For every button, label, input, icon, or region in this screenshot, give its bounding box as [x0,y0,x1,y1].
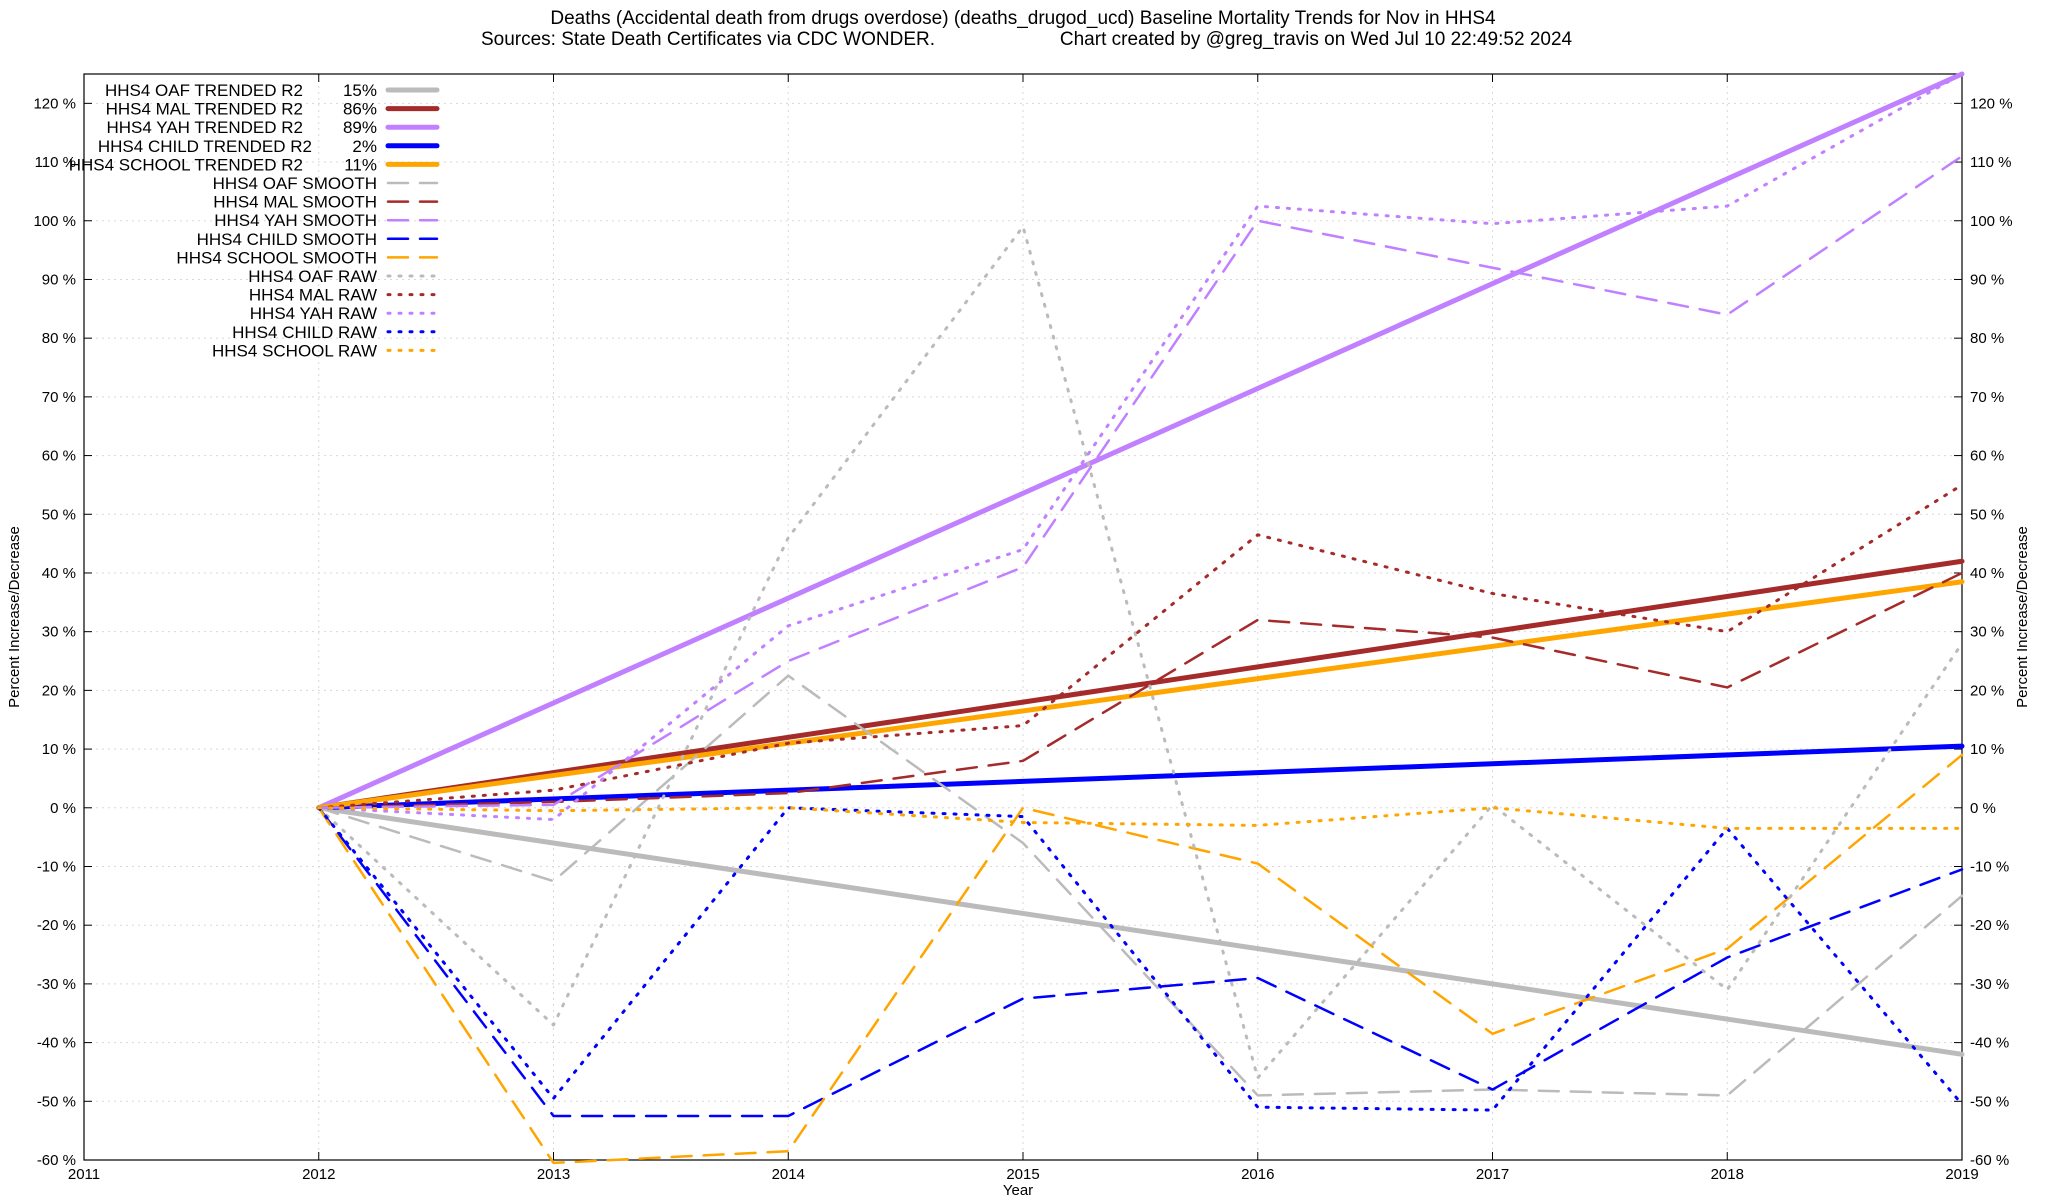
y-tick-label-right: -10 % [1970,858,2009,875]
y-tick-label-right: 100 % [1970,213,2013,230]
legend-label-hhs4-oaf-smooth: HHS4 OAF SMOOTH [213,174,377,193]
legend-label-hhs4-yah-raw: HHS4 YAH RAW [250,304,377,323]
y-tick-label-right: 50 % [1970,506,2004,523]
chart-credit: Chart created by @greg_travis on Wed Jul… [1060,29,1573,50]
y-tick-label-left: 60 % [42,448,76,465]
y-axis-title-left: Percent Increase/Decrease [6,526,23,708]
legend-label-hhs4-child-smooth: HHS4 CHILD SMOOTH [197,230,377,249]
chart-title: Deaths (Accidental death from drugs over… [550,8,1496,29]
y-tick-label-right: 10 % [1970,741,2004,758]
legend-label-hhs4-school-raw: HHS4 SCHOOL RAW [212,341,377,360]
y-tick-label-left: 30 % [42,624,76,641]
series-lines [316,71,1965,1165]
y-tick-label-right: 40 % [1970,565,2004,582]
y-tick-label-right: 110 % [1970,154,2011,171]
legend-label-hhs4-yah-smooth: HHS4 YAH SMOOTH [214,211,377,230]
y-tick-label-left: 0 % [50,800,76,817]
y-tick-label-left: 110 % [35,154,76,171]
y-tick-label-left: 40 % [42,565,76,582]
y-tick-label-left: 120 % [33,95,76,112]
legend-r2-hhs4-school-trended-r2: 11% [344,155,377,174]
x-tick-label: 2015 [1006,1166,1039,1183]
y-tick-label-right: 80 % [1970,330,2004,347]
y-tick-label-right: 20 % [1970,682,2004,699]
y-tick-label-left: -20 % [37,917,76,934]
series-line-hhs4-mal-smooth [317,571,1964,810]
legend-label-hhs4-school-trended-r2: HHS4 SCHOOL TRENDED R2 [69,155,303,174]
legend: HHS4 OAF TRENDED R2 15% HHS4 MAL TRENDED R… [69,81,440,360]
y-tick-label-left: 80 % [42,330,76,347]
y-tick-label-right: 120 % [1970,95,2013,112]
series-line-hhs4-school-raw [317,806,1964,830]
series-line-hhs4-child-trended-r2 [316,743,1965,811]
series-line-hhs4-child-smooth [317,806,1964,1118]
legend-label-hhs4-mal-smooth: HHS4 MAL SMOOTH [213,193,377,212]
series-line-hhs4-oaf-smooth [317,674,1964,1097]
y-tick-label-right: -50 % [1970,1093,2009,1110]
legend-label-hhs4-child-raw: HHS4 CHILD RAW [232,323,377,342]
x-tick-label: 2018 [1711,1166,1744,1183]
y-tick-label-right: -40 % [1970,1035,2009,1052]
y-tick-label-right: 90 % [1970,271,2004,288]
y-tick-label-left: -40 % [37,1035,76,1052]
y-tick-label-left: 50 % [42,506,76,523]
y-tick-label-left: 70 % [42,389,76,406]
y-tick-label-left: 100 % [33,213,76,230]
x-tick-label: 2012 [302,1166,335,1183]
x-tick-label: 2016 [1241,1166,1274,1183]
series-line-hhs4-child-raw [317,806,1964,1112]
y-tick-label-left: -30 % [37,976,76,993]
y-tick-label-right: 0 % [1970,800,1996,817]
legend-label-hhs4-oaf-trended-r2: HHS4 OAF TRENDED R2 [105,81,303,100]
series-line-hhs4-yah-trended-r2 [316,71,1965,811]
x-tick-label: 2011 [68,1166,100,1183]
y-tick-label-right: 60 % [1970,448,2004,465]
legend-label-hhs4-mal-raw: HHS4 MAL RAW [249,286,377,305]
y-tick-label-left: -60 % [37,1152,76,1169]
y-tick-label-left: 90 % [42,271,76,288]
series-line-hhs4-school-trended-r2 [316,579,1965,811]
y-tick-label-right: -60 % [1970,1152,2009,1169]
y-tick-label-left: -10 % [37,858,76,875]
y-axis-title-right: Percent Increase/Decrease [2014,526,2031,708]
legend-r2-hhs4-yah-trended-r2: 89% [343,118,377,137]
x-axis-title: Year [1003,1182,1033,1199]
x-tick-label: 2014 [772,1166,805,1183]
series-line-hhs4-yah-raw [317,72,1964,822]
legend-label-hhs4-oaf-raw: HHS4 OAF RAW [248,267,377,286]
series-line-hhs4-mal-raw [317,483,1964,810]
series-line-hhs4-yah-smooth [317,154,1964,810]
legend-label-hhs4-mal-trended-r2: HHS4 MAL TRENDED R2 [106,100,303,119]
legend-label-hhs4-school-smooth: HHS4 SCHOOL SMOOTH [176,248,377,267]
y-tick-label-right: 30 % [1970,624,2004,641]
legend-r2-hhs4-oaf-trended-r2: 15% [343,81,377,100]
series-line-hhs4-school-smooth [317,753,1964,1165]
y-tick-label-left: 10 % [42,741,76,758]
x-tick-label: 2013 [537,1166,570,1183]
y-tick-label-right: 70 % [1970,389,2004,406]
y-tick-label-left: -50 % [37,1093,76,1110]
series-line-hhs4-mal-trended-r2 [316,558,1965,811]
y-tick-label-right: -30 % [1970,976,2009,993]
x-tick-label: 2019 [1945,1166,1978,1183]
y-tick-label-left: 20 % [42,682,76,699]
legend-r2-hhs4-child-trended-r2: 2% [352,137,377,156]
series-line-hhs4-oaf-raw [317,225,1964,1080]
x-tick-label: 2017 [1476,1166,1509,1183]
chart-subtitle: Sources: State Death Certificates via CD… [481,29,935,50]
legend-r2-hhs4-mal-trended-r2: 86% [343,100,377,119]
axis-ticks: 2011 2012 2013 2014 2015 2016 2017 2018 2019-60 … [33,74,2013,1183]
series-line-hhs4-oaf-trended-r2 [316,805,1965,1057]
legend-label-hhs4-yah-trended-r2: HHS4 YAH TRENDED R2 [107,118,304,137]
legend-label-hhs4-child-trended-r2: HHS4 CHILD TRENDED R2 [98,137,312,156]
y-tick-label-right: -20 % [1970,917,2009,934]
